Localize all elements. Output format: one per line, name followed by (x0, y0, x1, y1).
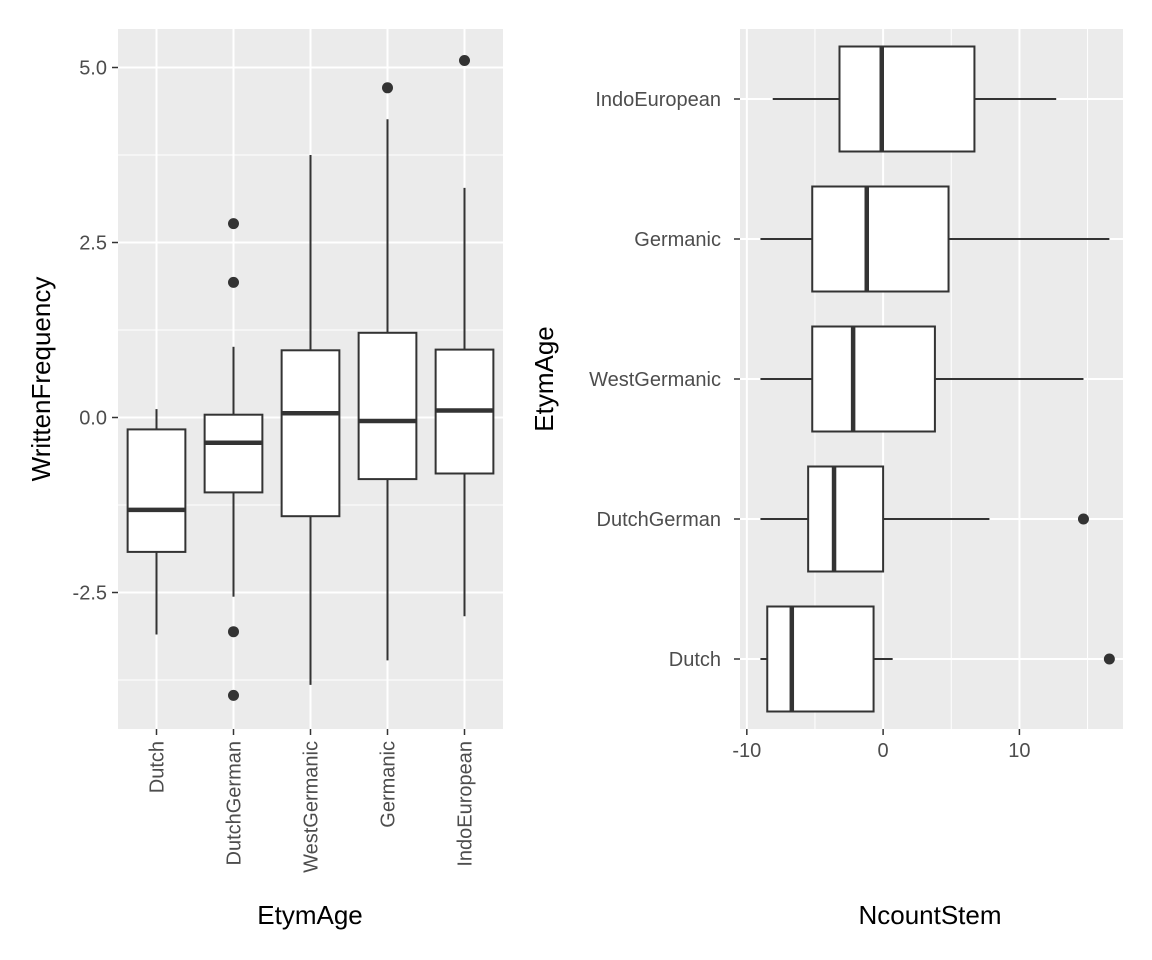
left-iqr-box (203, 413, 264, 494)
right-iqr-box (807, 465, 885, 573)
left-x-tick-label-westgermanic: WestGermanic (301, 741, 323, 873)
left-outlier-point (459, 55, 470, 66)
left-outlier-point (228, 276, 239, 288)
left-x-axis-title: EtymAge (257, 900, 363, 930)
left-y-tick-label: 0.0 (79, 408, 107, 430)
right-y-tick-label-germanic: Germanic (634, 229, 721, 251)
right-y-tick-label-westgermanic: WestGermanic (589, 369, 721, 391)
right-box-indoeuropean (772, 45, 1057, 153)
right-boxplot-panel: Dutch DutchGerman WestGermanic Germanic Indo… (529, 29, 1123, 930)
left-boxes (126, 55, 495, 701)
left-x-tick-label-germanic: Germanic (378, 741, 400, 828)
left-iqr-box (126, 428, 187, 553)
right-x-tick-label: -10 (732, 740, 761, 762)
right-y-axis-ticks: Dutch DutchGerman WestGermanic Germanic Indo… (589, 89, 740, 671)
right-iqr-box (811, 185, 950, 293)
right-box-dutchgerman (760, 465, 1089, 573)
right-x-tick-label: 10 (1008, 740, 1030, 762)
right-y-tick-label-indoeuropean: IndoEuropean (595, 89, 721, 111)
left-outlier-point (228, 689, 239, 701)
left-boxplot-panel: -2.5 0.0 2.5 5.0 Dutch DutchGerman WestGerman… (26, 29, 503, 930)
left-box-indoeuropean (434, 55, 495, 617)
right-y-tick-label-dutch: Dutch (669, 649, 721, 671)
left-x-axis-ticks: Dutch DutchGerman WestGermanic Germanic Indo… (147, 729, 477, 873)
right-box-germanic (760, 185, 1110, 293)
left-y-axis-ticks: -2.5 0.0 2.5 5.0 (73, 58, 118, 605)
right-iqr-box (838, 45, 976, 153)
left-x-tick-label-dutch: Dutch (147, 741, 169, 793)
right-y-tick-label-dutchgerman: DutchGerman (597, 509, 722, 531)
left-outlier-point (228, 218, 239, 230)
right-x-tick-label: 0 (878, 740, 889, 762)
left-iqr-box (280, 349, 341, 518)
right-boxes (760, 45, 1115, 713)
left-y-tick-label: 5.0 (79, 58, 107, 80)
left-outlier-point (228, 626, 239, 638)
left-y-axis-title: WrittenFrequency (26, 277, 56, 482)
right-x-axis-ticks: -10 0 10 (732, 729, 1031, 762)
left-y-tick-label: 2.5 (79, 233, 107, 255)
left-outlier-point (382, 82, 393, 94)
right-box-westgermanic (760, 325, 1084, 433)
right-y-axis-title: EtymAge (529, 326, 559, 432)
right-x-axis-title: NcountStem (858, 900, 1001, 930)
right-iqr-box (766, 605, 875, 713)
left-box-dutch (126, 409, 187, 635)
right-iqr-box (811, 325, 936, 433)
left-box-dutchgerman (203, 218, 264, 701)
left-x-tick-label-indoeuropean: IndoEuropean (455, 741, 477, 867)
left-box-germanic (357, 82, 418, 661)
left-x-tick-label-dutchgerman: DutchGerman (224, 741, 246, 866)
right-outlier-point (1077, 513, 1089, 525)
left-box-westgermanic (280, 155, 341, 685)
right-box-dutch (760, 605, 1115, 713)
right-outlier-point (1103, 653, 1115, 665)
left-y-tick-label: -2.5 (73, 583, 107, 605)
left-iqr-box (357, 331, 418, 481)
